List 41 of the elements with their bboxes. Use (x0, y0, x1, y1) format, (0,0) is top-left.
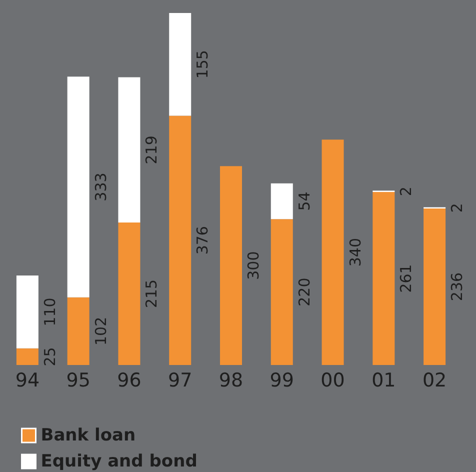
data-label: 215 (142, 279, 161, 308)
legend-label: Bank loan (40, 426, 136, 446)
data-label: 25 (40, 347, 59, 366)
bar (220, 166, 242, 365)
data-label: 376 (194, 226, 212, 255)
data-label: 219 (142, 136, 161, 164)
data-label: 2 (397, 186, 416, 196)
bar (67, 297, 90, 365)
data-label: 102 (92, 316, 110, 346)
x-tick-label: 95 (66, 370, 90, 392)
x-tick-label: 01 (372, 370, 396, 392)
data-label: 110 (40, 298, 59, 326)
x-tick-label: 96 (117, 370, 142, 392)
data-label: 333 (92, 172, 110, 202)
data-label: 220 (295, 278, 314, 306)
bar (118, 222, 140, 365)
bar (322, 140, 344, 365)
x-tick-label: 99 (270, 370, 294, 392)
data-label: 155 (194, 50, 212, 79)
legend-label: Equity and bond (40, 452, 198, 472)
data-label: 340 (346, 238, 364, 267)
data-label: 261 (397, 264, 416, 293)
x-tick-label: 94 (15, 370, 40, 392)
bar (169, 13, 192, 116)
x-tick-label: 02 (422, 370, 447, 392)
bar (16, 348, 38, 365)
bar (169, 116, 192, 365)
bar (372, 192, 395, 365)
bar (16, 276, 38, 348)
bar (424, 208, 446, 365)
bar (67, 76, 90, 298)
data-label: 300 (244, 251, 262, 280)
bar (118, 77, 140, 222)
x-tick-label: 00 (320, 370, 345, 392)
data-label: 54 (295, 192, 314, 211)
data-label: 2 (448, 203, 466, 213)
x-tick-label: 98 (218, 370, 244, 392)
data-label: 236 (448, 272, 466, 302)
bar (270, 219, 293, 365)
bar (270, 183, 293, 220)
x-tick-label: 97 (168, 370, 192, 392)
